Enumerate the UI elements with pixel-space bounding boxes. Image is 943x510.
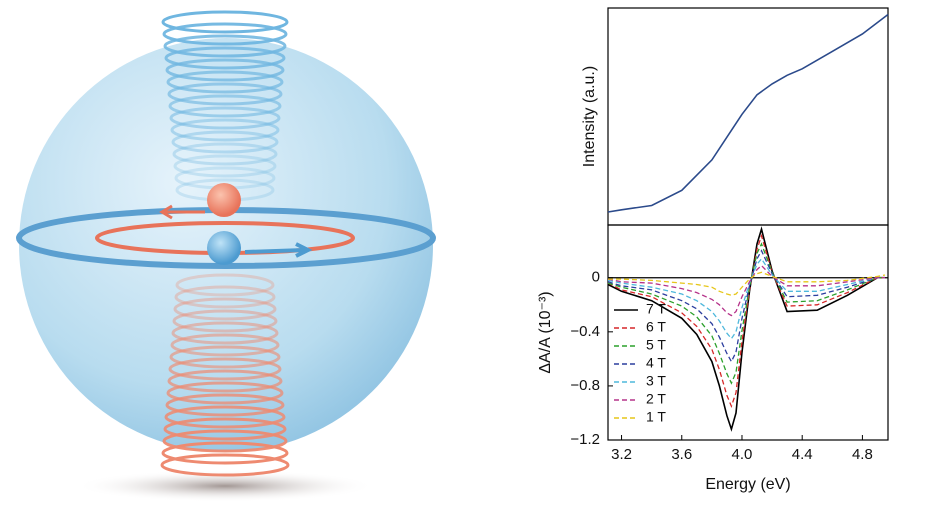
coil [160, 453, 290, 477]
coil [161, 10, 289, 34]
coil [173, 297, 277, 321]
plot-frame [607, 224, 889, 441]
coil [163, 417, 287, 441]
coil [164, 46, 286, 70]
coil [173, 154, 277, 178]
y-axis-label: ΔA/A (10⁻³) [537, 291, 554, 373]
coil [161, 441, 289, 465]
coil [165, 58, 285, 82]
line [607, 264, 885, 317]
coil [166, 381, 284, 405]
coil [169, 106, 281, 130]
shadow [75, 470, 375, 502]
line [607, 257, 885, 340]
coil [170, 118, 280, 142]
x-axis-label: Energy (eV) [705, 476, 790, 493]
coil [175, 273, 275, 297]
x-tick-label: 4.8 [852, 446, 873, 463]
legend-label: 2 T [646, 391, 666, 407]
particle [207, 231, 241, 265]
line [607, 249, 885, 364]
y-axis-label: Intensity (a.u.) [581, 66, 598, 167]
coil [170, 333, 280, 357]
coil [172, 142, 278, 166]
legend-label: 5 T [646, 337, 666, 353]
coil [164, 405, 286, 429]
coil [169, 345, 281, 369]
arrow [244, 242, 313, 258]
legend-label: 4 T [646, 355, 666, 371]
line [608, 271, 886, 296]
legend-label: 7 T [646, 301, 666, 317]
coil [166, 70, 284, 94]
plot-frame [607, 7, 889, 226]
coil [167, 369, 283, 393]
coil [171, 130, 279, 154]
x-tick-label: 3.2 [611, 446, 632, 463]
x-tick-label: 4.0 [732, 446, 753, 463]
particle [207, 183, 241, 217]
y-tick-label: −1.2 [570, 431, 600, 448]
coil [165, 393, 285, 417]
line [607, 233, 885, 409]
coil [174, 285, 276, 309]
legend-label: 3 T [646, 373, 666, 389]
coil [168, 94, 282, 118]
coil [171, 321, 279, 345]
coil [162, 429, 288, 453]
illustration [16, 10, 436, 502]
y-tick-label: −0.8 [570, 377, 600, 394]
legend-label: 1 T [646, 409, 666, 425]
arrow [159, 204, 205, 220]
line [607, 242, 885, 385]
line [607, 13, 889, 213]
coil [163, 34, 287, 58]
line [607, 226, 885, 432]
y-tick-label: −0.4 [570, 323, 600, 340]
legend-label: 6 T [646, 319, 666, 335]
coil [162, 22, 288, 46]
coil [172, 309, 278, 333]
coil [167, 82, 283, 106]
x-tick-label: 3.6 [671, 446, 692, 463]
x-tick-label: 4.4 [792, 446, 813, 463]
y-tick-label: 0 [592, 269, 600, 286]
coil [168, 357, 282, 381]
